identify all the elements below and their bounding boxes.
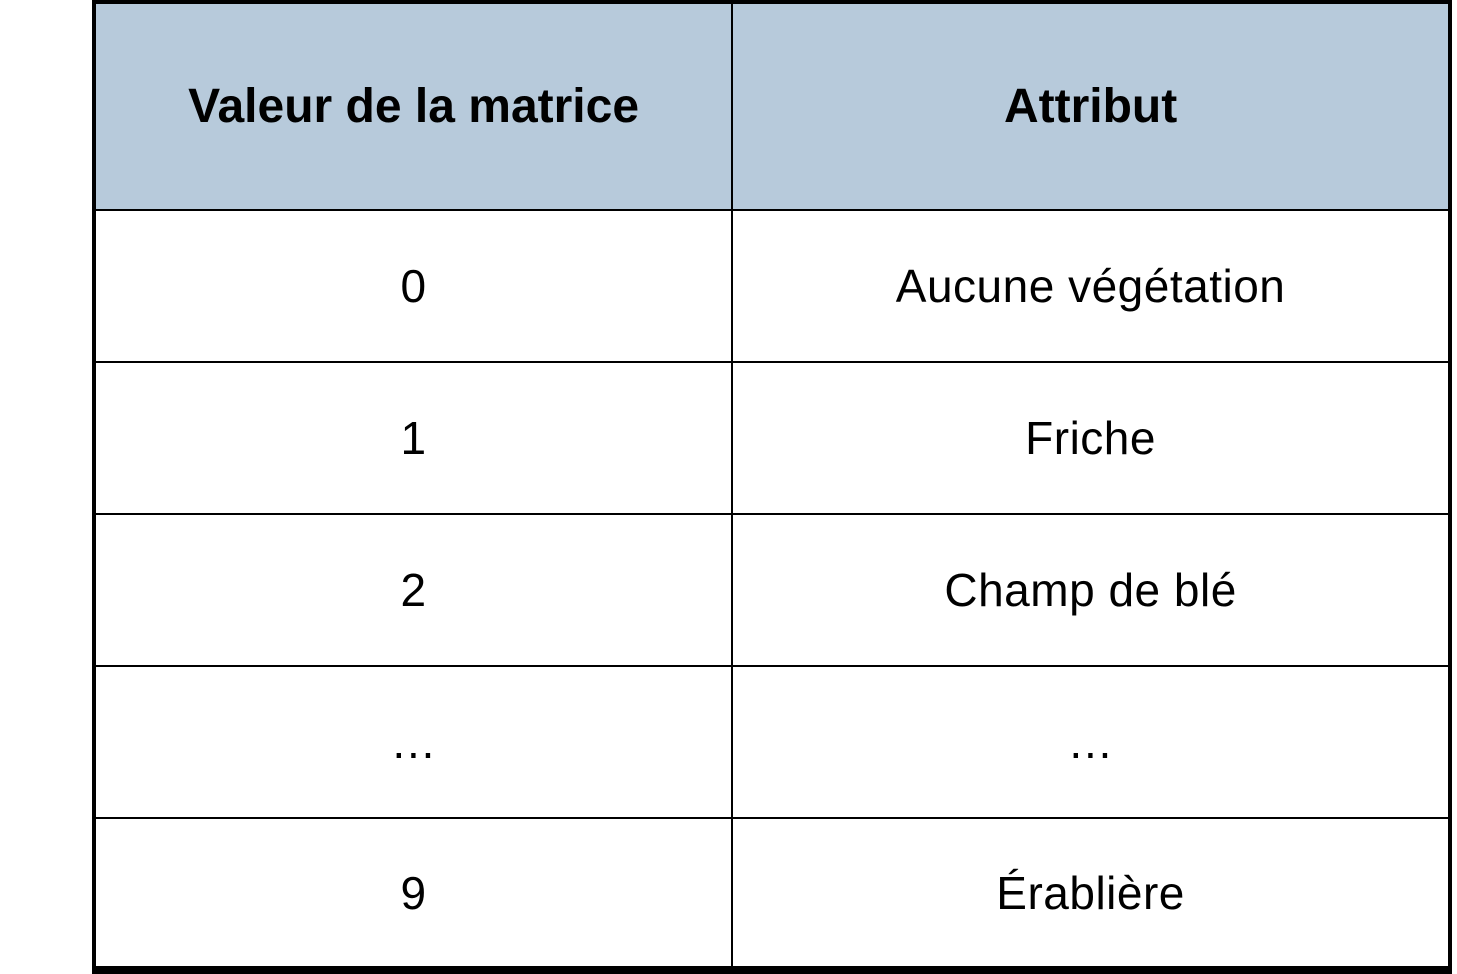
table-row: … …	[94, 666, 1450, 818]
cell-attribute: Érablière	[732, 818, 1450, 970]
cell-value: 2	[94, 514, 732, 666]
cell-value: …	[94, 666, 732, 818]
matrix-attribute-table: Valeur de la matrice Attribut 0 Aucune v…	[92, 0, 1452, 974]
cell-attribute: …	[732, 666, 1450, 818]
table-row: 9 Érablière	[94, 818, 1450, 970]
cell-value: 0	[94, 210, 732, 362]
column-header-attribute: Attribut	[732, 2, 1450, 210]
cell-attribute: Friche	[732, 362, 1450, 514]
cell-attribute: Champ de blé	[732, 514, 1450, 666]
cell-value: 1	[94, 362, 732, 514]
table-row: 2 Champ de blé	[94, 514, 1450, 666]
table-header-row: Valeur de la matrice Attribut	[94, 2, 1450, 210]
cell-attribute: Aucune végétation	[732, 210, 1450, 362]
table-container: Valeur de la matrice Attribut 0 Aucune v…	[0, 0, 1457, 972]
column-header-value: Valeur de la matrice	[94, 2, 732, 210]
table-row: 1 Friche	[94, 362, 1450, 514]
table-row: 0 Aucune végétation	[94, 210, 1450, 362]
cell-value: 9	[94, 818, 732, 970]
